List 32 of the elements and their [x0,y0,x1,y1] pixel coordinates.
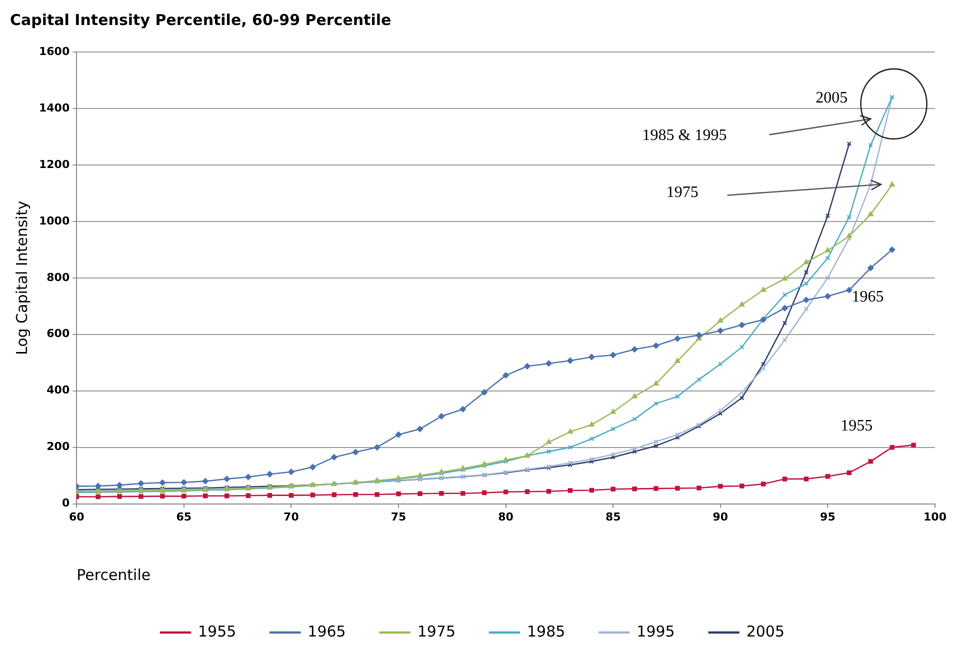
y-tick-label: 600 [46,327,70,340]
y-tick-label: 400 [46,384,70,397]
annotation: 1975 [666,184,698,202]
annotation: 1955 [840,417,873,434]
y-tick-label: 1600 [38,44,70,58]
x-tick-label: 80 [498,510,514,524]
x-tick-label: 75 [390,510,406,524]
x-tick-label: 100 [924,510,947,524]
legend-label: 1965 [308,622,346,640]
legend-label: 1955 [198,622,236,640]
chart-title: Capital Intensity Percentile, 60-99 Percentile [10,10,392,29]
y-tick-label: 200 [46,440,70,454]
y-tick-label: 1000 [38,214,70,228]
legend-label: 1995 [636,622,675,640]
x-tick-label: 85 [605,510,621,524]
x-tick-label: 65 [176,510,192,524]
legend-label: 1985 [527,622,566,640]
y-axis-title: Log Capital Intensity [12,200,31,356]
annotation: 1985 & 1995 [642,127,727,144]
x-tick-label: 95 [820,510,836,524]
legend-label: 1975 [417,622,456,640]
x-axis-title: Percentile [76,566,151,584]
annotation: 1965 [852,288,884,306]
legend-label: 2005 [746,622,785,640]
annotation: 2005 [816,90,848,107]
x-tick-label: 90 [712,510,728,524]
x-tick-label: 60 [68,510,85,524]
x-tick-label: 70 [284,510,300,524]
y-tick-label: 0 [62,496,70,510]
y-tick-label: 800 [46,270,70,284]
y-tick-label: 1200 [38,158,70,171]
y-tick-label: 1400 [38,101,70,114]
